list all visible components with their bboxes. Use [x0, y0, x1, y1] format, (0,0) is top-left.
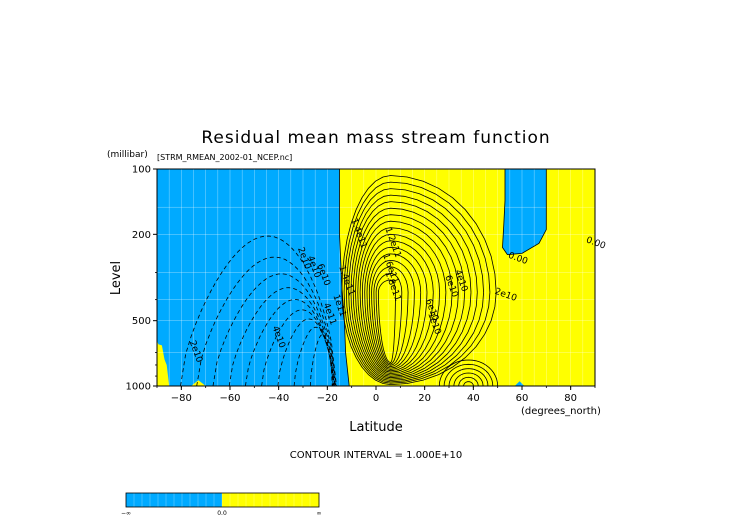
negative-contour	[228, 287, 336, 387]
zero-contour-north	[502, 169, 547, 256]
chart-title: Residual mean mass stream function	[201, 128, 550, 148]
y-axis-label: Level	[109, 261, 124, 295]
positive-contour	[355, 214, 459, 377]
positive-contour	[373, 266, 409, 366]
zero-contour	[339, 169, 350, 387]
negative-contour	[245, 299, 335, 387]
positive-contour	[377, 279, 396, 364]
positive-contour-surface	[458, 376, 479, 387]
y-tick-label: 500	[132, 316, 151, 327]
positive-contour-surface	[438, 359, 499, 387]
x-tick-label: 0	[373, 393, 379, 404]
colorbar-positive	[222, 493, 319, 507]
negative-region-south	[157, 169, 350, 386]
negative-contour	[196, 256, 337, 387]
x-tick-label: −20	[317, 393, 338, 404]
positive-contour-surface	[448, 368, 489, 387]
positive-contour-surface	[453, 372, 484, 387]
positive-contour	[371, 259, 415, 368]
y-units-label: (millibar)	[107, 150, 148, 160]
y-tick-label: 200	[132, 230, 151, 241]
positive-contour	[352, 207, 466, 379]
x-tick-label: −60	[219, 393, 240, 404]
positive-patch-surface	[191, 380, 206, 386]
file-label: [STRM_RMEAN_2002-01_NCEP.nc]	[157, 153, 292, 162]
positive-contour	[368, 253, 422, 369]
negative-region-north	[502, 169, 547, 255]
x-tick-label: 80	[564, 393, 577, 404]
positive-contour-surface	[443, 363, 494, 387]
colorbar-ticks	[133, 493, 311, 507]
x-axis-ticks: −80 −60 −40 −20 0 20 40 60 80	[156, 386, 596, 404]
x-tick-label: 40	[467, 393, 480, 404]
contour-interval-text: CONTOUR INTERVAL = 1.000E+10	[290, 450, 462, 461]
x-units-label: (degrees_north)	[521, 406, 601, 417]
positive-contour	[348, 194, 478, 381]
positive-contour	[341, 175, 497, 386]
positive-contour	[343, 181, 491, 384]
positive-contour	[366, 246, 428, 370]
positive-patch-southpole	[157, 343, 167, 386]
colorbar-frame	[125, 492, 320, 508]
colorbar-label-neg: −∞	[121, 510, 131, 517]
x-tick-label: −40	[268, 393, 289, 404]
colorbar-label-pos: ∞	[317, 510, 322, 517]
negative-contour	[277, 318, 334, 387]
positive-contour	[375, 272, 403, 365]
positive-contour-surface	[463, 381, 474, 386]
x-axis-label: Latitude	[349, 420, 403, 435]
y-tick-label: 100	[132, 165, 151, 176]
positive-contour	[361, 233, 440, 373]
negative-contour	[309, 334, 333, 387]
y-tick-label: 1000	[126, 382, 151, 393]
y-axis-ticks: 100 200 500 1000	[126, 165, 157, 393]
positive-contour	[364, 240, 434, 372]
positive-contour	[350, 201, 472, 380]
negative-contour	[261, 309, 335, 387]
contour-lines	[180, 169, 547, 387]
colorbar: −∞ 0.0 ∞	[121, 492, 322, 517]
negative-contour	[293, 326, 334, 387]
positive-contour	[357, 220, 453, 376]
colorbar-label-zero: 0.0	[217, 510, 227, 517]
positive-contour	[345, 188, 484, 383]
positive-contour	[359, 227, 447, 375]
x-tick-label: 20	[418, 393, 431, 404]
x-tick-label: −80	[171, 393, 192, 404]
grid	[157, 169, 595, 386]
x-tick-label: 60	[516, 393, 529, 404]
